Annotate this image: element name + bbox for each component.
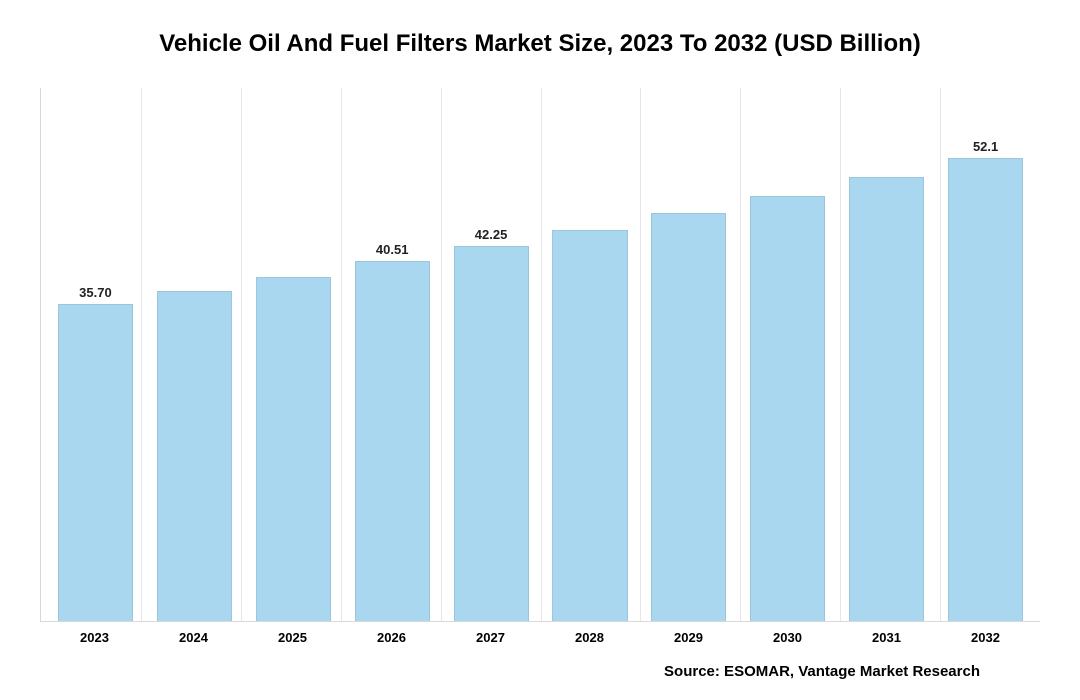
chart-container: Vehicle Oil And Fuel Filters Market Size… [0,0,1080,700]
x-tick-label: 2026 [342,630,441,645]
plot-area: 35.70 40.51 42.25 52.1 [40,88,1040,622]
x-tick-label: 2023 [45,630,144,645]
bar: 35.70 [58,304,133,621]
chart-title: Vehicle Oil And Fuel Filters Market Size… [40,30,1040,58]
gridline [141,88,142,621]
bar-slot: 40.51 [343,88,442,621]
gridline [441,88,442,621]
bar [552,230,627,621]
bar [651,213,726,621]
gridline [640,88,641,621]
bar: 52.1 [948,158,1023,621]
bar-slot [145,88,244,621]
gridline [840,88,841,621]
bar-value-label: 40.51 [376,242,409,257]
x-tick-label: 2025 [243,630,342,645]
x-tick-label: 2030 [738,630,837,645]
bar-value-label: 42.25 [475,227,508,242]
x-tick-label: 2027 [441,630,540,645]
bar-slot [244,88,343,621]
bar-slot [837,88,936,621]
x-tick-label: 2028 [540,630,639,645]
gridline [241,88,242,621]
x-tick-label: 2032 [936,630,1035,645]
bar-slot: 35.70 [46,88,145,621]
bar [157,291,232,621]
bar-slot [541,88,640,621]
gridline [740,88,741,621]
gridline [940,88,941,621]
bar-value-label: 52.1 [973,139,998,154]
bar-slot [738,88,837,621]
gridline [341,88,342,621]
bar [750,196,825,622]
x-tick-label: 2029 [639,630,738,645]
bar: 42.25 [454,246,529,621]
bar-slot [639,88,738,621]
bar: 40.51 [355,261,430,621]
gridline [541,88,542,621]
bar-slot: 52.1 [936,88,1035,621]
bar-slot: 42.25 [442,88,541,621]
x-tick-label: 2024 [144,630,243,645]
x-axis: 2023202420252026202720282029203020312032 [40,630,1040,645]
bar [849,177,924,621]
chart-wrap: 35.70 40.51 42.25 52.1 20232024202520262027… [40,88,1040,645]
bar [256,277,331,621]
source-text: Source: ESOMAR, Vantage Market Research [40,663,1040,680]
x-tick-label: 2031 [837,630,936,645]
bar-value-label: 35.70 [79,285,112,300]
